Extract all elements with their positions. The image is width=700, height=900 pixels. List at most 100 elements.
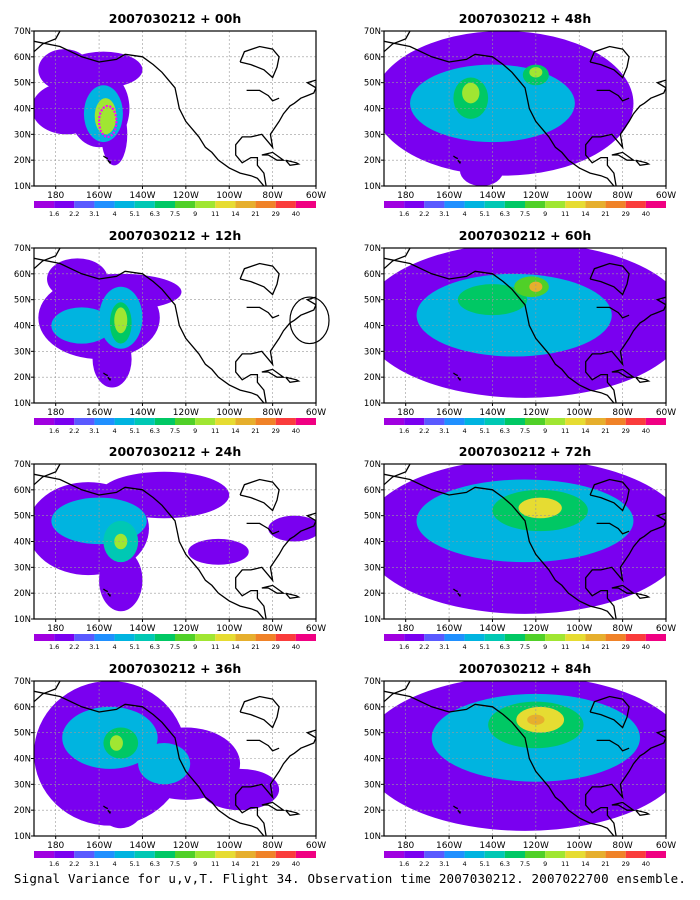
variance-contour bbox=[416, 273, 612, 357]
colorbar-label: 29 bbox=[622, 427, 630, 435]
colorbar-swatch bbox=[114, 418, 135, 425]
colorbar-swatch bbox=[134, 418, 155, 425]
lon-tick-label: 120W bbox=[173, 624, 199, 634]
lon-tick-label: 140W bbox=[479, 191, 505, 201]
colorbar-swatch bbox=[275, 201, 296, 208]
coastline bbox=[384, 248, 666, 403]
colorbar-swatch bbox=[424, 634, 445, 641]
colorbar-swatch bbox=[195, 851, 216, 858]
colorbar-label: 4 bbox=[113, 210, 117, 218]
colorbar-swatch bbox=[464, 201, 485, 208]
lon-tick-label: 80W bbox=[262, 408, 282, 418]
colorbar-label: 2.2 bbox=[419, 427, 429, 435]
lon-tick-label: 120W bbox=[523, 408, 549, 418]
colorbar-label: 5.1 bbox=[130, 860, 140, 868]
colorbar-swatch bbox=[384, 634, 405, 641]
colorbar-swatch bbox=[175, 851, 196, 858]
colorbar-label: 6.3 bbox=[500, 643, 510, 651]
observation-marker bbox=[97, 104, 118, 139]
colorbar-swatch bbox=[54, 201, 75, 208]
colorbar: 1.6 2.2 3.1 4 5.1 6.3 7.5 9 11 14 21 29 40 bbox=[384, 634, 666, 651]
colorbar-swatch bbox=[74, 201, 95, 208]
colorbar-swatch bbox=[424, 201, 445, 208]
panel-title: 2007030212 + 60h bbox=[459, 228, 591, 243]
colorbar-label: 2.2 bbox=[419, 860, 429, 868]
variance-contour bbox=[94, 98, 117, 135]
colorbar-swatch bbox=[444, 634, 465, 641]
colorbar-label: 7.5 bbox=[170, 427, 180, 435]
colorbar-label: 40 bbox=[642, 427, 650, 435]
colorbar-label: 9 bbox=[543, 860, 547, 868]
colorbar-swatch bbox=[565, 851, 586, 858]
lon-tick-label: 140W bbox=[479, 624, 505, 634]
colorbar-swatch bbox=[464, 634, 485, 641]
lon-tick-label: 100W bbox=[566, 841, 592, 851]
colorbar-label: 6.3 bbox=[150, 427, 160, 435]
colorbar-swatch bbox=[295, 201, 316, 208]
lon-tick-label: 160W bbox=[86, 408, 112, 418]
lon-tick-label: 120W bbox=[523, 624, 549, 634]
colorbar-swatch bbox=[545, 851, 566, 858]
colorbar-label: 21 bbox=[251, 860, 259, 868]
colorbar-label: 14 bbox=[581, 860, 589, 868]
colorbar-swatch bbox=[134, 201, 155, 208]
colorbar-label: 1.6 bbox=[399, 860, 409, 868]
colorbar-swatch bbox=[585, 634, 606, 641]
colorbar-label: 1.6 bbox=[49, 427, 59, 435]
lon-tick-label: 160W bbox=[436, 624, 462, 634]
colorbar-label: 21 bbox=[251, 210, 259, 218]
colorbar-label: 7.5 bbox=[520, 427, 530, 435]
colorbar-swatch bbox=[404, 851, 425, 858]
colorbar: 1.6 2.2 3.1 4 5.1 6.3 7.5 9 11 14 21 29 40 bbox=[34, 634, 316, 651]
lat-tick-label: 40N bbox=[14, 105, 31, 115]
colorbar-swatch bbox=[275, 851, 296, 858]
colorbar-label: 11 bbox=[561, 427, 569, 435]
lat-tick-label: 40N bbox=[14, 322, 31, 332]
colorbar-swatch bbox=[295, 851, 316, 858]
lon-tick-label: 100W bbox=[216, 624, 242, 634]
colorbar-label: 6.3 bbox=[150, 210, 160, 218]
lat-tick-label: 70N bbox=[14, 677, 31, 687]
colorbar-swatch bbox=[154, 634, 175, 641]
colorbar-swatch bbox=[424, 851, 445, 858]
colorbar-swatch bbox=[404, 201, 425, 208]
colorbar-swatch bbox=[645, 418, 666, 425]
coastline bbox=[384, 464, 666, 619]
colorbar-label: 11 bbox=[211, 210, 219, 218]
lon-tick-label: 180 bbox=[47, 408, 64, 418]
colorbar-label: 40 bbox=[292, 427, 300, 435]
colorbar: 1.6 2.2 3.1 4 5.1 6.3 7.5 9 11 14 21 29 40 bbox=[34, 201, 316, 218]
lat-tick-label: 20N bbox=[14, 589, 31, 599]
colorbar-swatch bbox=[275, 634, 296, 641]
colorbar-label: 2.2 bbox=[419, 210, 429, 218]
lon-tick-label: 120W bbox=[173, 191, 199, 201]
panel-title: 2007030212 + 84h bbox=[459, 661, 591, 676]
colorbar-label: 3.1 bbox=[439, 643, 449, 651]
map-panel: 2007030212 + 24h 10N 20N 30N 40N 50N 60N 70N 180… bbox=[14, 444, 326, 651]
colorbar-swatch bbox=[504, 201, 525, 208]
colorbar-label: 4 bbox=[113, 860, 117, 868]
lon-tick-label: 120W bbox=[173, 841, 199, 851]
colorbar-label: 29 bbox=[272, 210, 280, 218]
colorbar-swatch bbox=[255, 418, 276, 425]
variance-field bbox=[384, 248, 666, 398]
colorbar-label: 4 bbox=[113, 643, 117, 651]
colorbar-label: 14 bbox=[581, 427, 589, 435]
colorbar-label: 3.1 bbox=[89, 427, 99, 435]
colorbar-swatch bbox=[154, 201, 175, 208]
lon-tick-label: 60W bbox=[656, 841, 676, 851]
lon-tick-label: 180 bbox=[47, 841, 64, 851]
colorbar-swatch bbox=[484, 851, 505, 858]
colorbar-swatch bbox=[235, 201, 256, 208]
variance-contour bbox=[518, 497, 562, 519]
lat-tick-label: 70N bbox=[364, 460, 381, 470]
colorbar-swatch bbox=[215, 634, 236, 641]
colorbar-swatch bbox=[114, 851, 135, 858]
lat-tick-label: 50N bbox=[364, 79, 381, 89]
colorbar-swatch bbox=[74, 418, 95, 425]
variance-field bbox=[384, 464, 666, 614]
lon-tick-label: 80W bbox=[612, 841, 632, 851]
colorbar-swatch bbox=[525, 201, 546, 208]
colorbar-label: 6.3 bbox=[150, 860, 160, 868]
lat-tick-label: 20N bbox=[364, 806, 381, 816]
